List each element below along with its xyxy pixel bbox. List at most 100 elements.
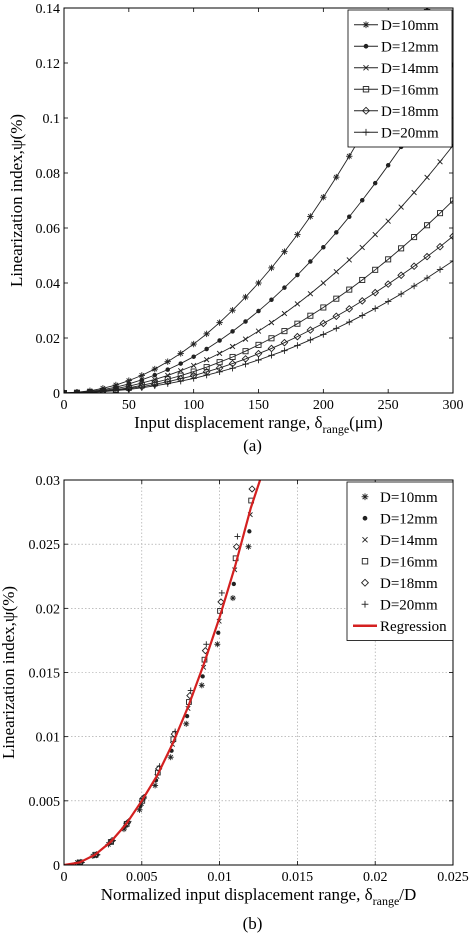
legend-marker (361, 600, 369, 608)
data-point (152, 782, 159, 789)
data-point (268, 352, 275, 359)
data-point (347, 214, 352, 219)
marker-dot (152, 372, 158, 378)
legend-label: D=10mm (380, 490, 438, 506)
marker-diamond (384, 280, 393, 288)
marker-stroke (398, 204, 404, 210)
marker-square (411, 234, 418, 241)
legend-label: D=18mm (381, 104, 439, 120)
x-axis-label-unit: /D (399, 885, 416, 904)
data-point (307, 213, 314, 220)
data-point (437, 210, 444, 217)
marker-diamond (201, 647, 210, 655)
marker-diamond (449, 232, 453, 241)
data-point (64, 389, 68, 393)
data-point (112, 386, 120, 393)
data-point (268, 264, 275, 272)
marker-stroke (255, 328, 262, 334)
data-point (307, 336, 314, 344)
data-point (183, 720, 190, 727)
marker-dot (256, 308, 261, 314)
marker-dot (282, 285, 287, 290)
marker-stroke (246, 544, 251, 550)
marker-stroke (359, 244, 365, 251)
marker-square (449, 197, 453, 204)
data-point (436, 266, 444, 273)
data-point (397, 271, 405, 280)
data-point (294, 231, 301, 238)
data-point (86, 388, 94, 393)
legend-item: D=16mm (354, 82, 439, 98)
legend-box (346, 481, 454, 641)
legend-label: D=14mm (380, 533, 438, 549)
data-point (320, 304, 327, 311)
marker-dot (165, 367, 170, 372)
data-point (73, 388, 81, 393)
marker-stroke (230, 307, 236, 313)
marker-diamond (267, 344, 276, 353)
marker-diamond (423, 252, 431, 261)
marker-square (268, 335, 275, 342)
marker-stroke (346, 257, 352, 263)
x-tick-label: 50 (122, 398, 136, 413)
marker-diamond (64, 389, 68, 393)
data-point (333, 325, 340, 332)
data-point (216, 630, 221, 635)
data-point (320, 331, 327, 338)
x-axis-label-main: Normalized input displacement range, δ (101, 885, 373, 904)
x-axis-label-subscript: range (323, 422, 350, 436)
marker-square (424, 222, 431, 229)
marker-stroke (363, 64, 369, 71)
marker-dot (363, 43, 369, 49)
legend-marker (362, 515, 368, 521)
marker-stroke (333, 269, 340, 275)
data-point (152, 372, 158, 378)
legend-label: D=16mm (380, 554, 438, 570)
x-axis-label: Input displacement range, δrange(μm) (134, 413, 383, 436)
marker-stroke (294, 232, 300, 238)
marker-stroke (152, 376, 158, 383)
y-tick-label: 0.015 (29, 667, 61, 682)
marker-dot (184, 713, 190, 719)
data-point (214, 641, 221, 648)
marker-stroke (437, 159, 443, 165)
marker-diamond (92, 851, 101, 859)
marker-diamond (410, 262, 418, 271)
marker-dot (230, 329, 235, 334)
data-point (424, 222, 431, 229)
x-tick-label: 0.01 (207, 870, 232, 885)
data-point (203, 641, 210, 648)
marker-square (398, 245, 405, 252)
data-point (423, 274, 431, 282)
x-tick-label: 0 (61, 870, 68, 885)
data-point (280, 338, 289, 347)
data-point (203, 364, 210, 371)
marker-diamond (280, 338, 289, 347)
y-tick-label: 0.02 (36, 602, 61, 617)
data-point (230, 329, 235, 334)
marker-diamond (332, 312, 341, 321)
marker-stroke (178, 350, 184, 356)
marker-diamond (86, 388, 94, 393)
y-tick-label: 0.1 (43, 112, 61, 127)
data-point (86, 389, 94, 393)
marker-stroke (255, 280, 262, 286)
data-point (203, 371, 210, 379)
data-point (295, 272, 300, 278)
marker-stroke (191, 341, 197, 347)
marker-diamond (217, 598, 225, 606)
data-point (242, 360, 249, 368)
marker-stroke (268, 319, 275, 326)
marker-diamond (358, 297, 367, 305)
data-point (167, 754, 174, 761)
marker-dot (191, 354, 196, 359)
marker-stroke (230, 595, 236, 601)
legend-item: D=12mm (354, 39, 439, 55)
data-point (384, 280, 393, 288)
y-tick-label: 0.04 (36, 277, 61, 292)
data-point (200, 674, 205, 679)
data-point (449, 197, 453, 204)
x-tick-label: 0.015 (282, 870, 314, 885)
marker-stroke (307, 291, 314, 297)
marker-diamond (397, 271, 405, 280)
